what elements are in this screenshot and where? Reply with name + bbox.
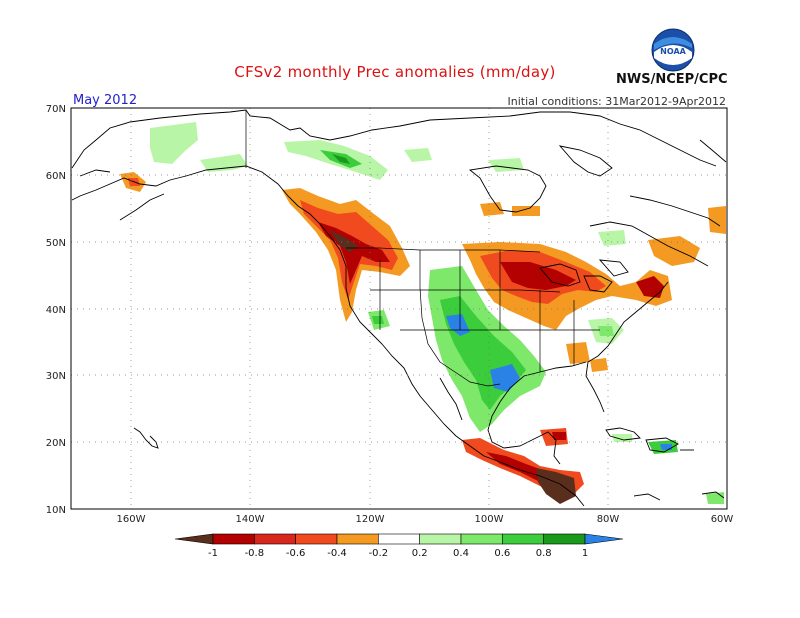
noaa-logo: NOAA bbox=[651, 28, 695, 72]
lat-label: 10N bbox=[46, 505, 66, 516]
lon-label: 120W bbox=[356, 514, 385, 525]
lon-label: 160W bbox=[117, 514, 146, 525]
colorbar-segment bbox=[543, 533, 586, 545]
colorbar-segment bbox=[584, 533, 624, 545]
colorbar-segment bbox=[295, 533, 338, 545]
lat-label: 30N bbox=[46, 371, 66, 382]
colorbar-segment bbox=[336, 533, 379, 545]
colorbar: -1 -0.8 -0.6 -0.4 -0.2 0.2 0.4 0.6 0.8 1 bbox=[174, 533, 624, 559]
grid-lines bbox=[71, 108, 727, 509]
political-borders bbox=[245, 110, 600, 387]
lon-label: 100W bbox=[475, 514, 504, 525]
colorbar-tick-label: -0.2 bbox=[369, 548, 389, 559]
forecast-period: May 2012 bbox=[73, 93, 138, 108]
colorbar-tick-label: -0.8 bbox=[245, 548, 265, 559]
colorbar-segment bbox=[378, 533, 420, 545]
lat-label: 60N bbox=[46, 171, 66, 182]
coastlines bbox=[71, 109, 727, 507]
colorbar-segment bbox=[460, 533, 503, 545]
colorbar-segment bbox=[212, 533, 255, 545]
colorbar-tick-label: 0.2 bbox=[412, 548, 428, 559]
colorbar-tick-label: 0.6 bbox=[494, 548, 510, 559]
colorbar-tick-label: 1 bbox=[582, 548, 588, 559]
lat-label: 20N bbox=[46, 438, 66, 449]
colorbar-tick-label: 0.8 bbox=[536, 548, 552, 559]
lat-label: 70N bbox=[46, 104, 66, 115]
colorbar-segment bbox=[174, 533, 214, 545]
noaa-logo-text: NOAA bbox=[660, 47, 686, 56]
agency-label: NWS/NCEP/CPC bbox=[616, 72, 728, 87]
lon-label: 60W bbox=[711, 514, 734, 525]
lon-label: 80W bbox=[597, 514, 620, 525]
lat-label: 50N bbox=[46, 238, 66, 249]
lon-label: 140W bbox=[236, 514, 265, 525]
longitude-labels: 160W 140W 120W 100W 80W 60W bbox=[117, 514, 734, 525]
map-title: CFSv2 monthly Prec anomalies (mm/day) bbox=[234, 63, 556, 81]
anomaly-fields bbox=[120, 122, 726, 504]
colorbar-tick-label: -1 bbox=[208, 548, 218, 559]
colorbar-segment bbox=[419, 533, 462, 545]
colorbar-tick-label: 0.4 bbox=[453, 548, 469, 559]
lat-label: 40N bbox=[46, 305, 66, 316]
latitude-labels: 70N 60N 50N 40N 30N 20N 10N bbox=[46, 104, 66, 516]
colorbar-segment bbox=[502, 533, 544, 545]
colorbar-tick-label: -0.4 bbox=[327, 548, 347, 559]
map-frame bbox=[70, 107, 728, 510]
colorbar-segment bbox=[254, 533, 296, 545]
colorbar-tick-label: -0.6 bbox=[286, 548, 306, 559]
initial-conditions: Initial conditions: 31Mar2012-9Apr2012 bbox=[507, 95, 726, 108]
